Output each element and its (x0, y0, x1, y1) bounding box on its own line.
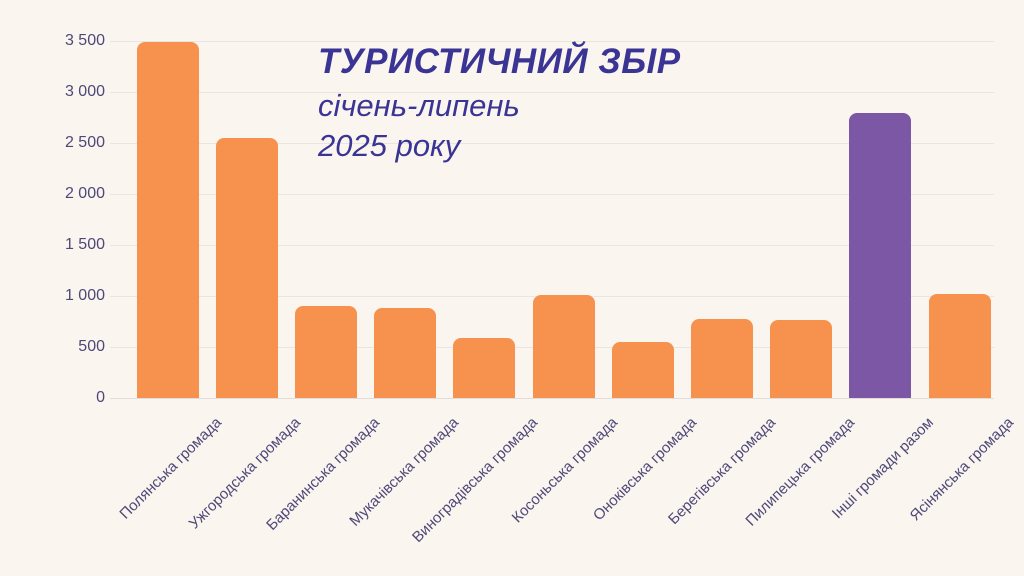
x-tick-label: Полянська громада (116, 414, 225, 523)
bar (295, 305, 357, 398)
y-tick-label: 3 000 (64, 83, 105, 100)
gridline (110, 92, 994, 93)
bar (611, 341, 674, 398)
gridline (110, 194, 994, 195)
chart-subtitle-line2: 2025 року (318, 128, 461, 163)
y-tick-label: 2 000 (64, 185, 105, 202)
bar (928, 294, 991, 398)
gridline (110, 143, 994, 144)
y-tick-label: 2 500 (64, 134, 105, 151)
y-tick-label: 0 (96, 389, 105, 406)
bar (215, 137, 278, 398)
bar (770, 320, 833, 398)
bar (691, 319, 753, 398)
gridline (110, 41, 994, 42)
y-tick-label: 1 000 (64, 287, 105, 304)
chart-subtitle-line1: січень-липень (318, 88, 520, 123)
gridline (110, 398, 994, 399)
gridline (110, 245, 994, 246)
y-tick-label: 500 (78, 338, 105, 355)
bar (532, 294, 595, 398)
bar (136, 42, 199, 398)
bar (849, 113, 912, 398)
chart-title: ТУРИСТИЧНИЙ ЗБІР (318, 42, 681, 81)
bar (374, 308, 437, 398)
y-tick-label: 3 500 (64, 32, 105, 49)
y-tick-label: 1 500 (64, 236, 105, 253)
title-block: ТУРИСТИЧНИЙ ЗБІР січень-липень 2025 року (318, 38, 681, 166)
bar (453, 338, 516, 398)
